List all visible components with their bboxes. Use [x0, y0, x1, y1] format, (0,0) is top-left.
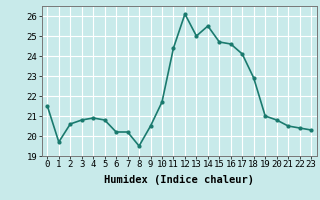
X-axis label: Humidex (Indice chaleur): Humidex (Indice chaleur) [104, 175, 254, 185]
